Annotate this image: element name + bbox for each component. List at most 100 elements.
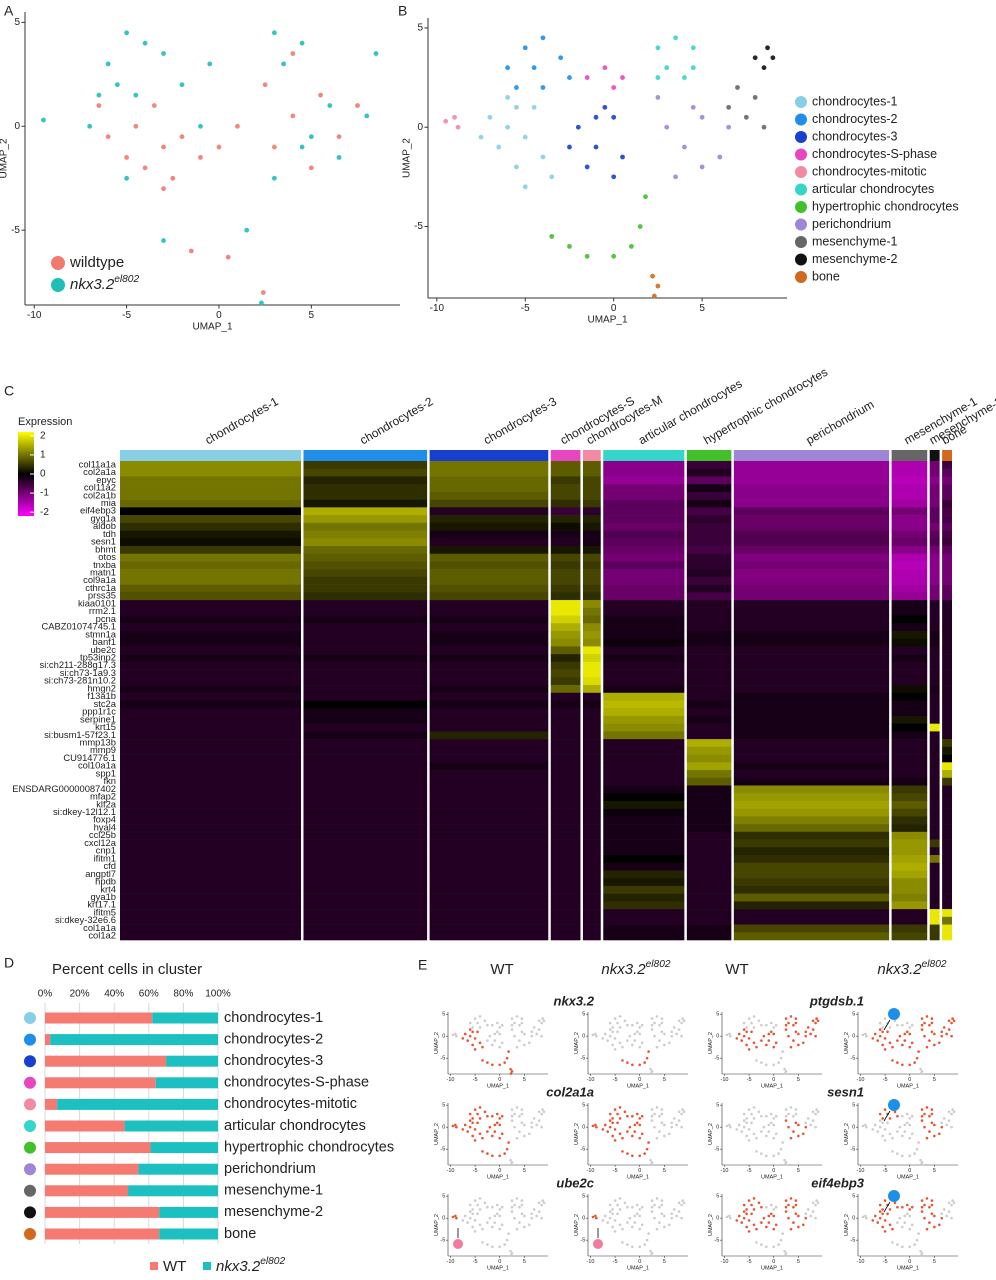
heat-cell [603, 831, 685, 840]
heat-cell [929, 739, 940, 748]
heat-cell [929, 646, 940, 655]
point [789, 1197, 793, 1200]
point [535, 1032, 538, 1036]
point [161, 186, 166, 192]
y-tick-label: 5 [442, 1012, 445, 1018]
point [663, 1225, 666, 1229]
heat-cell [733, 777, 890, 786]
point [635, 1112, 639, 1116]
heat-cell [733, 739, 890, 748]
heat-cell [550, 754, 581, 763]
point [635, 1021, 639, 1025]
heat-cell [429, 847, 549, 856]
heat-cell [891, 623, 928, 632]
column-header-sup: el802 [922, 959, 947, 970]
x-tick-label: 0 [638, 1259, 641, 1265]
column-header: nkx3.2el802 [877, 959, 946, 978]
heat-cell [582, 654, 601, 663]
heat-cell [603, 491, 685, 500]
point [933, 1225, 936, 1229]
point [509, 1072, 513, 1075]
color-tick-label: 1 [40, 450, 46, 461]
point [814, 1021, 817, 1025]
point [491, 1023, 494, 1027]
color-tick-label: 0 [40, 469, 46, 480]
heat-cell [891, 692, 928, 701]
heat-cell [603, 600, 685, 609]
heat-cell [550, 685, 581, 694]
point [649, 1067, 652, 1071]
point [535, 1123, 538, 1127]
point [905, 1021, 909, 1025]
heat-cell [582, 924, 601, 933]
heat-cell [733, 847, 890, 856]
point [789, 1045, 793, 1049]
heat-cell [429, 553, 549, 562]
heat-cell [891, 831, 928, 840]
heat-cell [942, 576, 952, 585]
point [680, 1021, 683, 1025]
point [498, 1208, 502, 1211]
point [772, 1136, 776, 1140]
point [522, 184, 528, 190]
heat-cell [929, 491, 940, 500]
point [814, 1203, 817, 1207]
point [774, 1114, 778, 1118]
gene-label: ccl25b [89, 829, 116, 840]
heat-cell [550, 623, 581, 632]
point [635, 1203, 639, 1207]
point [772, 1045, 776, 1049]
point [611, 253, 617, 259]
point [910, 1023, 914, 1027]
point [660, 1199, 664, 1202]
cluster-bar [582, 450, 601, 461]
point [493, 1130, 497, 1133]
point [523, 1134, 526, 1138]
heat-cell [942, 739, 952, 748]
point [920, 1114, 924, 1118]
point [618, 1117, 622, 1120]
point [876, 1221, 880, 1224]
point [608, 1203, 612, 1207]
heat-cell [686, 785, 732, 794]
heat-cell [120, 723, 301, 732]
heat-cell [942, 638, 952, 647]
point [920, 1023, 924, 1027]
heat-cell [942, 654, 952, 663]
heat-cell [929, 824, 940, 833]
heat-cell [303, 677, 428, 686]
heat-cell [303, 584, 428, 593]
point [660, 1021, 664, 1025]
point [640, 1223, 644, 1227]
heat-cell [942, 847, 952, 856]
gene-label: si:ch73-281n10.2 [44, 675, 116, 686]
heat-cell [942, 491, 952, 500]
point [631, 1225, 634, 1229]
point [653, 1125, 656, 1129]
point [455, 1216, 458, 1220]
heat-cell [429, 685, 549, 694]
point [327, 103, 333, 108]
point [631, 1245, 634, 1249]
point [142, 40, 148, 46]
point [774, 1205, 778, 1209]
heat-cell [303, 561, 428, 570]
point [794, 1108, 798, 1111]
heat-cell [929, 862, 940, 871]
heat-cell [603, 777, 685, 786]
heat-cell [733, 715, 890, 724]
heat-cell [303, 576, 428, 585]
point [498, 1045, 502, 1049]
heat-cell [929, 785, 940, 794]
heat-cell [733, 530, 890, 539]
y-tick-label: -5 [440, 1056, 445, 1062]
point [905, 1121, 909, 1125]
heat-cell [120, 499, 301, 508]
point [611, 1121, 614, 1125]
x-tick-label: -5 [473, 1077, 478, 1083]
heat-cell [429, 746, 549, 755]
heat-cell [550, 746, 581, 755]
point [473, 1108, 477, 1111]
